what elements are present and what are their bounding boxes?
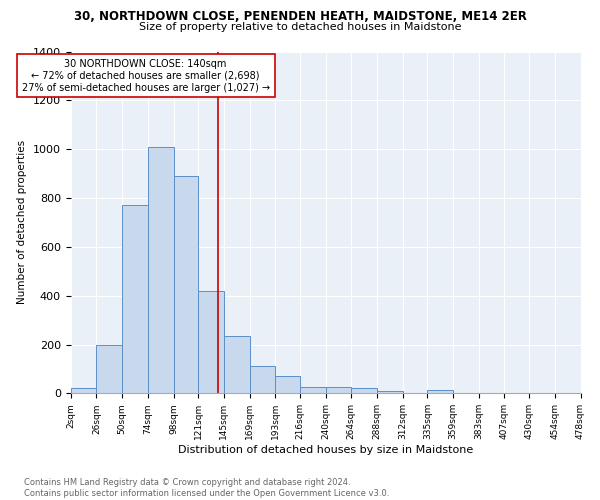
Bar — [427, 390, 453, 394]
Bar — [250, 366, 275, 394]
Bar — [377, 391, 403, 394]
Text: 30 NORTHDOWN CLOSE: 140sqm
← 72% of detached houses are smaller (2,698)
27% of s: 30 NORTHDOWN CLOSE: 140sqm ← 72% of deta… — [22, 60, 270, 92]
Bar — [300, 387, 326, 394]
Y-axis label: Number of detached properties: Number of detached properties — [17, 140, 27, 304]
Bar — [97, 344, 122, 394]
Bar — [326, 387, 351, 394]
Bar — [198, 291, 224, 394]
Bar — [224, 336, 250, 394]
Text: 30, NORTHDOWN CLOSE, PENENDEN HEATH, MAIDSTONE, ME14 2ER: 30, NORTHDOWN CLOSE, PENENDEN HEATH, MAI… — [74, 10, 526, 23]
Bar — [148, 146, 173, 394]
Bar — [71, 388, 97, 394]
Bar — [173, 176, 198, 394]
Text: Contains HM Land Registry data © Crown copyright and database right 2024.
Contai: Contains HM Land Registry data © Crown c… — [24, 478, 389, 498]
Bar — [122, 206, 148, 394]
Bar — [275, 376, 300, 394]
Text: Size of property relative to detached houses in Maidstone: Size of property relative to detached ho… — [139, 22, 461, 32]
Bar — [351, 388, 377, 394]
X-axis label: Distribution of detached houses by size in Maidstone: Distribution of detached houses by size … — [178, 445, 473, 455]
